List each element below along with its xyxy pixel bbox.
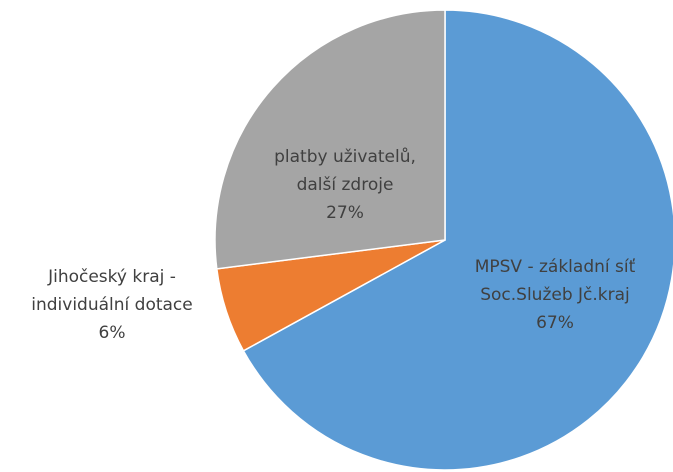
label-line: Soc.Služeb Jč.kraj	[480, 285, 630, 305]
label-line: individuální dotace	[31, 295, 192, 315]
value-label: 67%	[536, 313, 574, 333]
pie-slice	[214, 9, 446, 270]
label-line: další zdroje	[297, 175, 394, 195]
slice-label: MPSV - základní síť Soc.Služeb Jč.kraj	[475, 257, 636, 305]
label-line: platby uživatelů,	[274, 147, 416, 167]
slice-label: Jihočeský kraj - individuální dotace	[31, 267, 192, 315]
value-label: 6%	[99, 323, 126, 343]
value-label: 27%	[326, 203, 364, 223]
slice-label: platby uživatelů, další zdroje	[274, 147, 416, 195]
label-line: Jihočeský kraj -	[47, 267, 176, 287]
pie-slice	[242, 9, 673, 471]
label-line: MPSV - základní síť	[475, 257, 636, 277]
